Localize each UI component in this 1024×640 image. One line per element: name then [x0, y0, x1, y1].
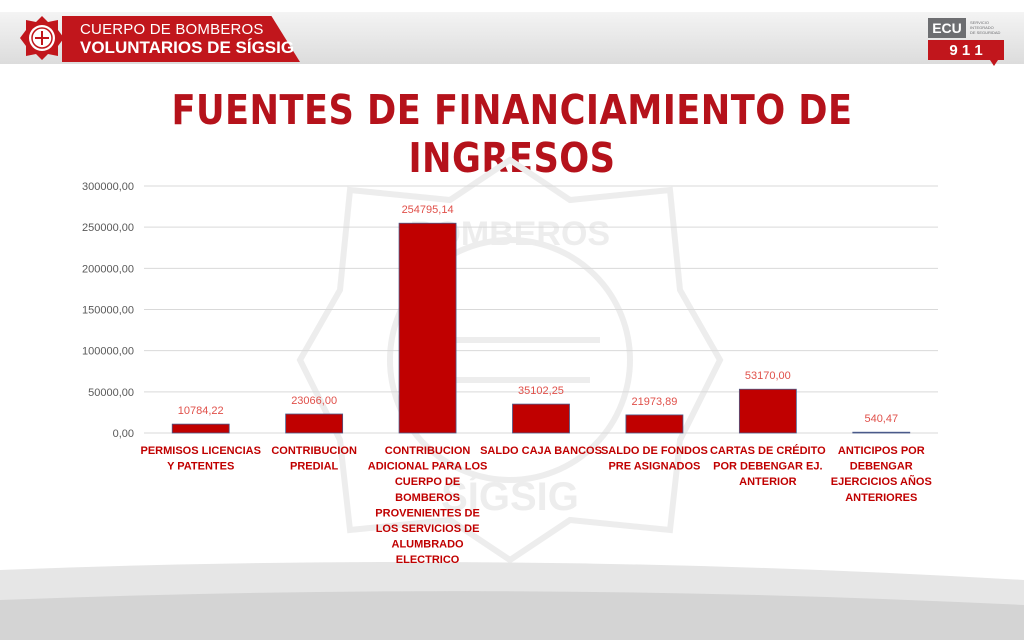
data-label: 254795,14 [402, 204, 454, 216]
bar [171, 423, 230, 434]
data-label: 10784,22 [178, 405, 224, 417]
bar [852, 431, 911, 434]
page-title: FUENTES DE FINANCIAMIENTO DE INGRESOS [171, 86, 853, 182]
bomberos-watermark: BOMBEROS SÍGSIG [296, 156, 724, 564]
y-axis-tick-labels: 0,00 50000,00 100000,00 150000,00 200000,00 2… [82, 181, 134, 440]
chart-bars [171, 222, 911, 434]
ecu911-logo: ECU 9 1 1 SERVICIO INTEGRADO DE SEGURIDA… [928, 18, 1004, 66]
data-label: 35102,25 [518, 385, 564, 397]
category-label: CONTRIBUCION ADICIONAL PARA LOS CUERPO DE B… [368, 445, 488, 566]
org-banner [62, 16, 300, 62]
footer-swoosh [0, 562, 1024, 640]
bar [738, 388, 797, 434]
ecu-tagline-1: SERVICIO [970, 20, 989, 25]
ecu-text: ECU [932, 20, 962, 36]
category-label: CONTRIBUCION PREDIAL [271, 445, 357, 473]
category-label: PERMISOS LICENCIAS Y PATENTES [141, 445, 261, 473]
y-tick-label: 150000,00 [82, 305, 134, 317]
y-tick-label: 200000,00 [82, 263, 134, 275]
bar [625, 414, 684, 434]
bar [285, 413, 344, 434]
ecu-number: 9 1 1 [949, 42, 982, 59]
ecu-tagline-2: INTEGRADO [970, 25, 994, 30]
data-label: 540,47 [864, 413, 898, 425]
category-label: CARTAS DE CRÉDITO POR DEBENGAR EJ. ANTERIO… [710, 444, 826, 488]
org-name-line1: CUERPO DE BOMBEROS [80, 21, 264, 38]
y-tick-label: 0,00 [113, 428, 134, 440]
bomberos-shield-logo [20, 16, 64, 60]
org-name-line2: VOLUNTARIOS DE SÍGSIG [80, 38, 295, 57]
category-label: SALDO CAJA BANCOS [480, 445, 602, 457]
category-label: SALDO DE FONDOS PRE ASIGNADOS [601, 445, 708, 473]
ecu-tagline-3: DE SEGURIDAD [970, 30, 1001, 35]
bar [398, 222, 457, 434]
bar [512, 403, 570, 434]
y-tick-label: 250000,00 [82, 222, 134, 234]
watermark-bottom-text: SÍGSIG [441, 474, 579, 519]
data-label: 21973,89 [631, 396, 677, 408]
data-label: 23066,00 [291, 395, 337, 407]
y-tick-label: 300000,00 [82, 181, 134, 193]
category-label: ANTICIPOS POR DEBENGAR EJERCICIOS AÑOS ANTE… [831, 445, 932, 504]
data-label: 53170,00 [745, 370, 791, 382]
chart-data-labels: 10784,22 23066,00 254795,14 35102,25 21973,8… [178, 204, 898, 425]
y-tick-label: 50000,00 [88, 387, 134, 399]
x-axis-category-labels: PERMISOS LICENCIAS Y PATENTES CONTRIBUCION… [141, 444, 932, 566]
y-tick-label: 100000,00 [82, 346, 134, 358]
